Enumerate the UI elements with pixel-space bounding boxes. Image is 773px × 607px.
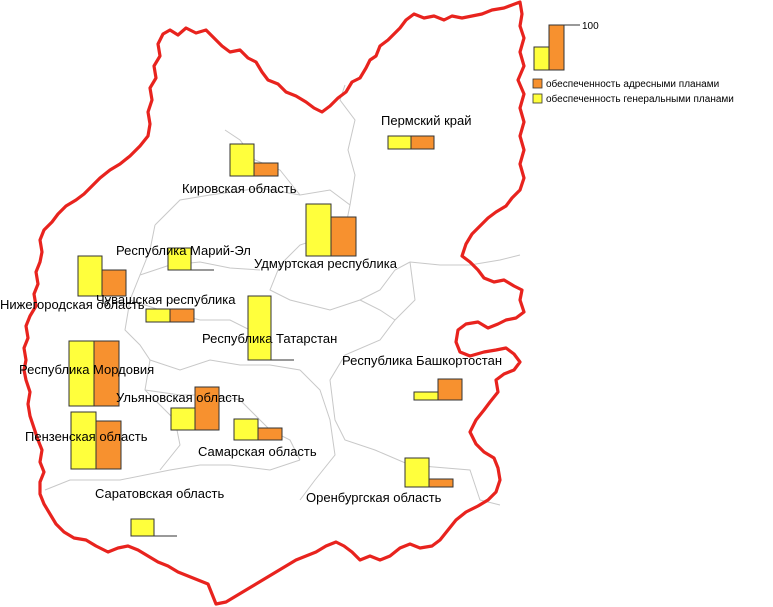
legend-sample-bar-general <box>533 46 550 71</box>
bar-address-udmurt <box>330 216 357 257</box>
bar-general-ulyanovsk <box>170 407 196 431</box>
region-chart-tatarstan <box>247 295 294 361</box>
bar-general-udmurt <box>305 203 332 257</box>
legend-swatch-address <box>532 78 543 89</box>
region-label-mari: Республика Марий-Эл <box>116 243 251 258</box>
federal-district-border <box>22 0 526 606</box>
region-chart-saratov <box>130 518 177 537</box>
bar-general-bashkort <box>413 391 439 401</box>
bar-address-mordovia <box>93 340 120 407</box>
internal-region-borders <box>44 84 521 506</box>
region-chart-chuvash <box>145 308 195 323</box>
region-chart-penza <box>70 411 122 470</box>
legend-label-address: обеспеченность адресными планами <box>546 78 719 90</box>
region-chart-ulyanovsk <box>170 386 220 431</box>
region-labels: Пермский край Кировская область Удмуртская… <box>0 113 502 505</box>
region-label-tatarstan: Республика Татарстан <box>202 331 337 346</box>
region-chart-bashkort <box>413 378 463 401</box>
bar-address-ulyanovsk <box>194 386 220 431</box>
region-chart-mari <box>167 247 214 271</box>
bar-address-chuvash <box>169 308 195 323</box>
region-label-nizhny: Нижегородская область <box>0 297 145 312</box>
bar-address-orenburg <box>428 478 454 488</box>
region-chart-mordovia <box>68 340 120 407</box>
region-label-perm: Пермский край <box>381 113 471 128</box>
region-chart-udmurt <box>305 203 357 257</box>
legend: 100 обеспеченность адресными планами обе… <box>532 21 734 105</box>
bar-address-perm <box>410 135 435 150</box>
region-label-mordovia: Республика Мордовия <box>19 362 154 377</box>
legend-scale-max-label: 100 <box>582 21 599 32</box>
region-chart-nizhny <box>77 255 127 297</box>
region-bar-charts <box>68 135 463 537</box>
region-label-samara: Самарская область <box>198 444 317 459</box>
region-chart-perm <box>387 135 435 150</box>
legend-sample-bar-address <box>548 24 565 71</box>
bar-general-mordovia <box>68 340 95 407</box>
bar-general-nizhny <box>77 255 103 297</box>
region-label-orenburg: Оренбургская область <box>306 490 442 505</box>
region-chart-orenburg <box>404 457 454 488</box>
bar-general-samara <box>233 418 259 441</box>
bar-address-nizhny <box>101 269 127 297</box>
bar-general-perm <box>387 135 412 150</box>
legend-label-general: обеспеченность генеральными планами <box>546 93 734 105</box>
region-chart-samara <box>233 418 283 441</box>
bar-general-saratov <box>130 518 155 537</box>
bar-general-tatarstan <box>247 295 272 361</box>
legend-swatch-general <box>532 93 543 104</box>
bar-address-bashkort <box>437 378 463 401</box>
region-label-chuvash: Чувашская республика <box>96 292 236 307</box>
bar-address-penza <box>95 420 122 470</box>
region-label-bashkort: Республика Башкортостан <box>342 353 502 368</box>
region-label-saratov: Саратовская область <box>95 486 224 501</box>
region-label-kirov: Кировская область <box>182 181 297 196</box>
bar-general-mari <box>167 247 192 271</box>
bar-general-chuvash <box>145 308 171 323</box>
region-label-ulyanovsk: Ульяновская область <box>116 390 245 405</box>
bar-address-kirov <box>253 162 279 177</box>
bar-general-orenburg <box>404 457 430 488</box>
bar-address-samara <box>257 427 283 441</box>
bar-general-kirov <box>229 143 255 177</box>
region-chart-kirov <box>229 143 279 177</box>
region-label-udmurt: Удмуртская республика <box>254 256 398 271</box>
region-label-penza: Пензенская область <box>25 429 148 444</box>
